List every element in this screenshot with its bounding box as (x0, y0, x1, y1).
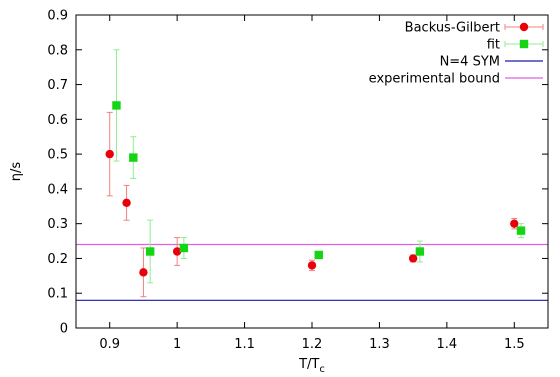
backus-gilbert-point (408, 254, 418, 263)
marker-circle (307, 261, 317, 270)
marker-circle (139, 268, 148, 277)
fit-point (516, 223, 526, 239)
marker-circle (105, 149, 114, 159)
legend-item-backus-gilbert: Backus-Gilbert (405, 21, 544, 36)
marker-circle (122, 198, 131, 207)
x-tick-label: 1.3 (369, 337, 390, 352)
y-tick-label: 0.1 (47, 287, 68, 302)
marker-square (129, 153, 138, 162)
backus-gilbert-point (172, 237, 182, 266)
y-tick-label: 0 (60, 322, 68, 337)
marker-square (516, 226, 526, 235)
y-tick-label: 0.4 (47, 182, 68, 197)
marker-circle (510, 219, 519, 228)
fit-point (145, 219, 155, 284)
legend-item-n-4-sym: N=4 SYM (440, 55, 543, 70)
marker-circle (408, 254, 418, 263)
backus-gilbert-point (105, 111, 114, 197)
series-layer (76, 49, 548, 301)
y-tick-label: 0.7 (47, 78, 68, 93)
fit-point (179, 237, 189, 259)
marker-square (145, 247, 155, 256)
marker-square (314, 250, 323, 260)
legend-marker (519, 22, 529, 32)
legend-label: Backus-Gilbert (405, 21, 500, 36)
marker-circle (172, 247, 182, 256)
x-tick-label: 1 (173, 337, 181, 352)
y-tick-label: 0.9 (47, 9, 68, 24)
fit-point (112, 49, 121, 162)
legend-item-experimental-bound: experimental bound (369, 72, 543, 87)
legend-label: fit (487, 38, 500, 53)
y-tick-label: 0.3 (47, 217, 68, 232)
legend-marker (519, 39, 529, 49)
backus-gilbert-point (510, 217, 519, 230)
marker-square (179, 243, 189, 253)
x-tick-label: 0.9 (99, 337, 120, 352)
marker-square (415, 247, 425, 256)
x-tick-label: 1.1 (234, 337, 255, 352)
x-tick-label: 1.4 (437, 337, 458, 352)
fit-point (415, 240, 425, 263)
y-tick-label: 0.2 (47, 252, 68, 267)
y-tick-label: 0.5 (47, 148, 68, 163)
legend-label: N=4 SYM (440, 55, 500, 70)
backus-gilbert-point (139, 247, 148, 298)
y-tick-label: 0.8 (47, 43, 68, 58)
x-axis-label: T/Tc (298, 357, 325, 375)
x-tick-label: 1.2 (302, 337, 323, 352)
backus-gilbert-point (122, 184, 131, 221)
legend-item-fit: fit (487, 38, 544, 53)
fit-point (314, 250, 323, 260)
y-axis-label: η/s (9, 162, 24, 182)
axes: 0 0.1 0.2 0.3 0.4 0.5 0.6 0.7 0.8 0.9 0.9 1 1.1 1.2 1.… (9, 9, 549, 375)
marker-square (112, 101, 121, 110)
x-tick-label: 1.5 (504, 337, 525, 352)
backus-gilbert-point (307, 259, 317, 272)
legend-label: experimental bound (369, 72, 500, 87)
legend: Backus-Gilbert fit N=4 SYM experimental bou… (369, 21, 544, 87)
y-tick-label: 0.6 (47, 113, 68, 128)
fit-point (129, 136, 138, 179)
